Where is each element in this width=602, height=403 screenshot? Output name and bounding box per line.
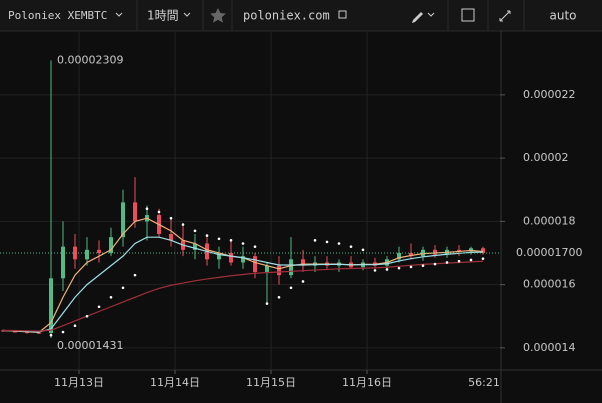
sar-dot: [313, 239, 317, 242]
candle-body: [169, 234, 173, 241]
interval[interactable]: 1時間: [147, 9, 179, 23]
sar-dot: [265, 302, 269, 305]
chevron: [115, 12, 123, 17]
candle-body: [289, 259, 293, 276]
x-tick-label: 11月15日: [246, 376, 296, 389]
sar-dot: [469, 258, 473, 262]
sar-dot: [289, 286, 293, 290]
sar-dot: [133, 273, 137, 277]
sar-dot: [61, 330, 65, 334]
popout-icon[interactable]: [338, 10, 347, 19]
sar-dot: [229, 239, 233, 242]
candle-body: [109, 237, 113, 253]
sar-dot: [97, 305, 101, 309]
toolbar: Poloniex XEMBTC 1時間 poloniex.com auto: [0, 0, 602, 32]
sar-dot: [217, 237, 221, 241]
candle-body: [397, 252, 401, 260]
y-tick-label: 0.000016: [523, 278, 576, 291]
pencil-icon[interactable]: [412, 12, 423, 23]
candle-body: [61, 246, 65, 279]
candle-body: [409, 252, 413, 257]
x-tick-label: 11月16日: [342, 376, 392, 389]
sar-dot: [421, 264, 425, 267]
y-tick-label: 0.000022: [523, 88, 576, 101]
high-label: 0.00002309: [57, 53, 123, 66]
candle-body: [193, 243, 197, 250]
fullscreen-icon[interactable]: [499, 10, 511, 22]
last-price-label: 0.00001700: [516, 246, 582, 259]
candle-body: [277, 265, 281, 276]
moving-average: [2, 236, 484, 333]
x-tick-label: 11月14日: [150, 376, 200, 389]
plot: 0.000014 0.000016 0.000018 0.00002 0.000022 1…: [0, 31, 602, 389]
sar-dot: [361, 248, 365, 252]
sar-dot: [157, 210, 161, 214]
candle-body: [37, 332, 41, 334]
sar-dot: [433, 262, 437, 266]
candle-body: [25, 332, 29, 334]
candle-body: [13, 331, 17, 333]
sar-dot: [325, 240, 329, 244]
y-tick-label: 0.000018: [523, 214, 576, 227]
indicator-icon[interactable]: [461, 8, 475, 22]
sar-dot: [121, 286, 125, 290]
sar-dot: [385, 268, 389, 271]
candle-body: [301, 259, 305, 266]
sar-dot: [481, 257, 485, 260]
candle-body: [49, 278, 53, 334]
sar-dot: [85, 314, 89, 318]
sar-dot: [145, 207, 149, 211]
candle-body: [433, 249, 437, 255]
candle-body: [457, 249, 461, 252]
star-icon[interactable]: [210, 8, 226, 23]
candle-body: [85, 249, 89, 260]
scale-mode[interactable]: auto: [549, 9, 576, 23]
candle-body: [133, 202, 137, 222]
countdown: 56:21: [468, 376, 500, 389]
sar-dot: [241, 242, 245, 245]
chevron: [183, 12, 191, 17]
sar-dot: [193, 229, 197, 233]
source[interactable]: poloniex.com: [243, 9, 330, 23]
candle-body: [265, 265, 269, 272]
sar-dot: [109, 295, 113, 299]
sar-dot: [301, 280, 305, 283]
candle-body: [217, 252, 221, 260]
symbol[interactable]: Poloniex XEMBTC: [8, 9, 107, 22]
moving-average: [3, 260, 484, 332]
y-tick-label: 0.00002: [523, 151, 569, 164]
toolbar-bg: [0, 0, 602, 31]
candle-body: [253, 256, 257, 272]
x-tick-label: 11月13日: [54, 376, 104, 389]
sar-dot: [349, 245, 353, 248]
low-label: 0.00001431: [57, 339, 123, 352]
sar-dot: [277, 295, 281, 299]
candle-body: [481, 248, 485, 253]
sar-dot: [457, 259, 461, 263]
sar-dot: [181, 223, 185, 226]
sar-dot: [445, 261, 449, 264]
sar-dot: [169, 216, 173, 220]
chevron: [427, 12, 435, 17]
sar-dot: [397, 266, 401, 270]
sar-dot: [373, 269, 377, 272]
sar-dot: [409, 265, 413, 269]
sar-dot: [337, 242, 341, 245]
candle-body: [241, 256, 245, 263]
sar-dot: [205, 234, 209, 237]
last-price-box: [502, 244, 602, 261]
sar-dot: [73, 324, 77, 328]
candle-body: [469, 248, 473, 252]
candle-body: [121, 202, 125, 238]
sar-dot: [253, 245, 257, 248]
y-tick-label: 0.000014: [523, 341, 576, 354]
candle-body: [97, 249, 101, 253]
candle-body: [229, 252, 233, 263]
sar-dot: [49, 333, 53, 337]
